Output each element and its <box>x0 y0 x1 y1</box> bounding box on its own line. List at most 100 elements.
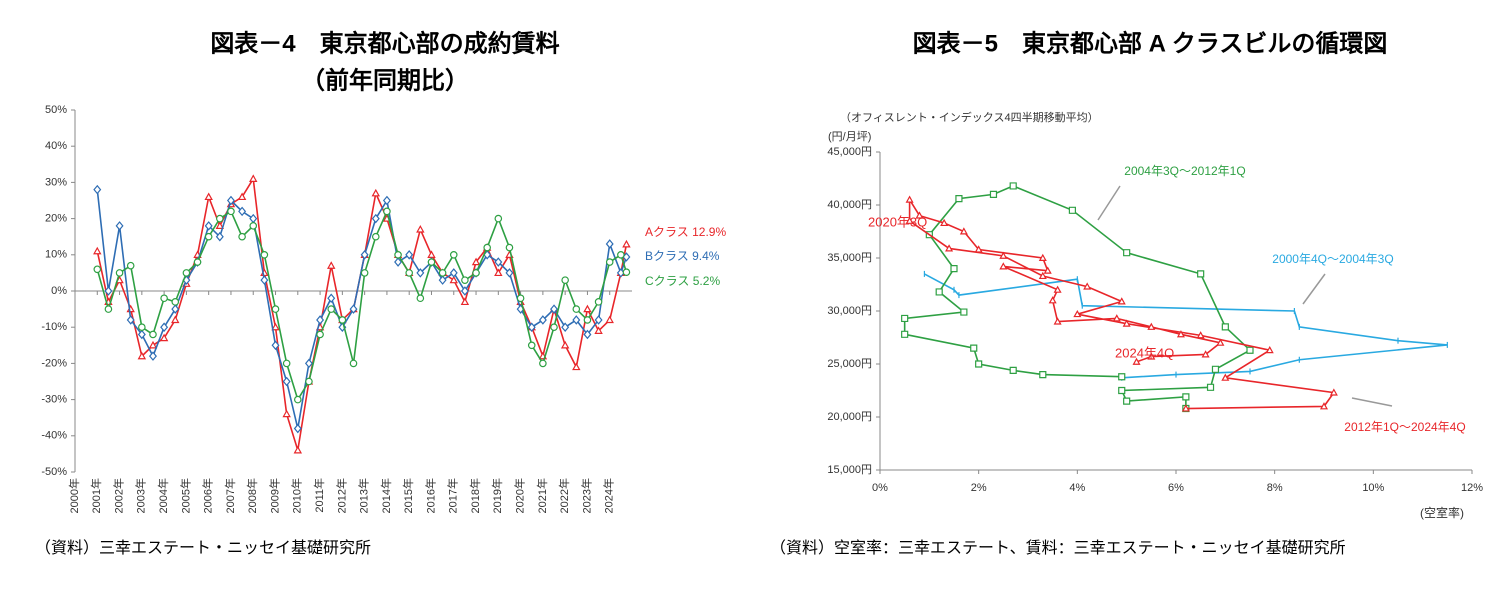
marker <box>1211 365 1220 373</box>
marker <box>539 359 547 368</box>
x-tick-label: 2017年 <box>446 478 460 513</box>
arrow <box>1302 273 1326 305</box>
x-tick-label: 12% <box>1461 482 1483 494</box>
marker <box>349 304 358 314</box>
annotation: 2020年3Q <box>868 214 927 229</box>
marker <box>238 206 247 217</box>
y-tick-label: -30% <box>41 394 67 406</box>
y-axis-unit: (円/月坪) <box>828 130 871 143</box>
marker <box>171 315 180 324</box>
marker <box>901 314 909 323</box>
marker <box>1053 317 1062 325</box>
y-tick-label: -40% <box>41 430 67 442</box>
x-tick-label: 8% <box>1267 482 1283 494</box>
x-tick-label: 2009年 <box>267 478 281 513</box>
marker <box>338 316 347 324</box>
arrow <box>1351 397 1393 407</box>
marker <box>605 239 614 249</box>
marker <box>494 214 503 223</box>
x-tick-label: 2019年 <box>490 478 504 513</box>
marker <box>1201 350 1210 358</box>
marker <box>148 340 158 349</box>
marker <box>416 225 425 233</box>
marker <box>394 251 402 259</box>
marker <box>1132 357 1141 365</box>
x-tick-label: 2007年 <box>223 478 237 513</box>
marker <box>505 243 514 252</box>
marker <box>371 213 380 224</box>
marker <box>93 246 102 255</box>
marker <box>148 351 157 361</box>
marker <box>955 195 963 203</box>
marker <box>104 286 113 296</box>
marker <box>572 362 581 371</box>
marker <box>974 245 983 253</box>
marker <box>1053 285 1062 293</box>
marker <box>461 276 469 284</box>
y-tick-label: 30% <box>45 176 67 188</box>
marker <box>327 293 336 304</box>
marker <box>416 294 425 302</box>
y-tick-label: 0% <box>51 285 67 297</box>
marker <box>550 304 559 314</box>
marker <box>394 257 403 267</box>
marker <box>182 269 191 277</box>
marker <box>950 265 958 273</box>
series-label: 2004年3Q～2012年1Q <box>1124 164 1245 178</box>
marker <box>249 213 258 224</box>
marker <box>304 358 313 369</box>
marker <box>550 323 558 331</box>
marker <box>1196 331 1205 339</box>
marker <box>1197 270 1205 278</box>
y-tick-label: 25,000円 <box>827 358 872 370</box>
marker <box>960 308 968 316</box>
marker <box>171 298 180 306</box>
x-tick-label: 4% <box>1069 482 1085 494</box>
chart-title: 図表－4 東京都心部の成約賃料 <box>210 29 559 57</box>
marker <box>583 304 592 313</box>
marker <box>416 268 425 278</box>
marker <box>494 257 503 267</box>
marker <box>1043 266 1052 274</box>
x-tick-label: 2000年 <box>67 478 81 513</box>
marker <box>1117 297 1126 305</box>
marker <box>204 192 213 201</box>
marker <box>271 340 280 351</box>
x-tick-label: 2002年 <box>111 478 125 513</box>
marker <box>527 322 536 332</box>
x-tick-label: 2015年 <box>401 478 415 513</box>
marker <box>237 192 247 201</box>
marker <box>293 423 302 434</box>
marker <box>405 250 414 260</box>
marker <box>583 329 592 340</box>
marker <box>1265 345 1274 354</box>
marker <box>104 305 113 313</box>
x-tick-label: 2023年 <box>579 478 593 513</box>
marker <box>561 276 569 284</box>
marker <box>327 261 336 269</box>
marker <box>449 275 458 284</box>
marker <box>1176 330 1185 338</box>
marker <box>1123 249 1131 257</box>
y-tick-label: 20% <box>45 213 67 225</box>
marker <box>282 409 291 418</box>
marker <box>1147 352 1156 360</box>
x-tick-label: 2003年 <box>134 478 148 513</box>
y-tick-label: 20,000円 <box>827 411 872 423</box>
marker <box>1246 346 1254 354</box>
x-tick-label: 2018年 <box>468 478 482 513</box>
x-tick-label: 2010年 <box>290 478 304 513</box>
marker <box>605 315 614 324</box>
marker <box>935 288 943 296</box>
marker <box>1216 338 1225 346</box>
marker <box>594 315 603 325</box>
marker <box>622 268 631 276</box>
marker <box>271 322 280 331</box>
x-tick-label: 6% <box>1168 482 1184 494</box>
marker <box>527 341 536 350</box>
marker <box>282 376 291 387</box>
marker <box>516 294 525 302</box>
marker <box>115 269 124 277</box>
marker <box>171 304 180 314</box>
